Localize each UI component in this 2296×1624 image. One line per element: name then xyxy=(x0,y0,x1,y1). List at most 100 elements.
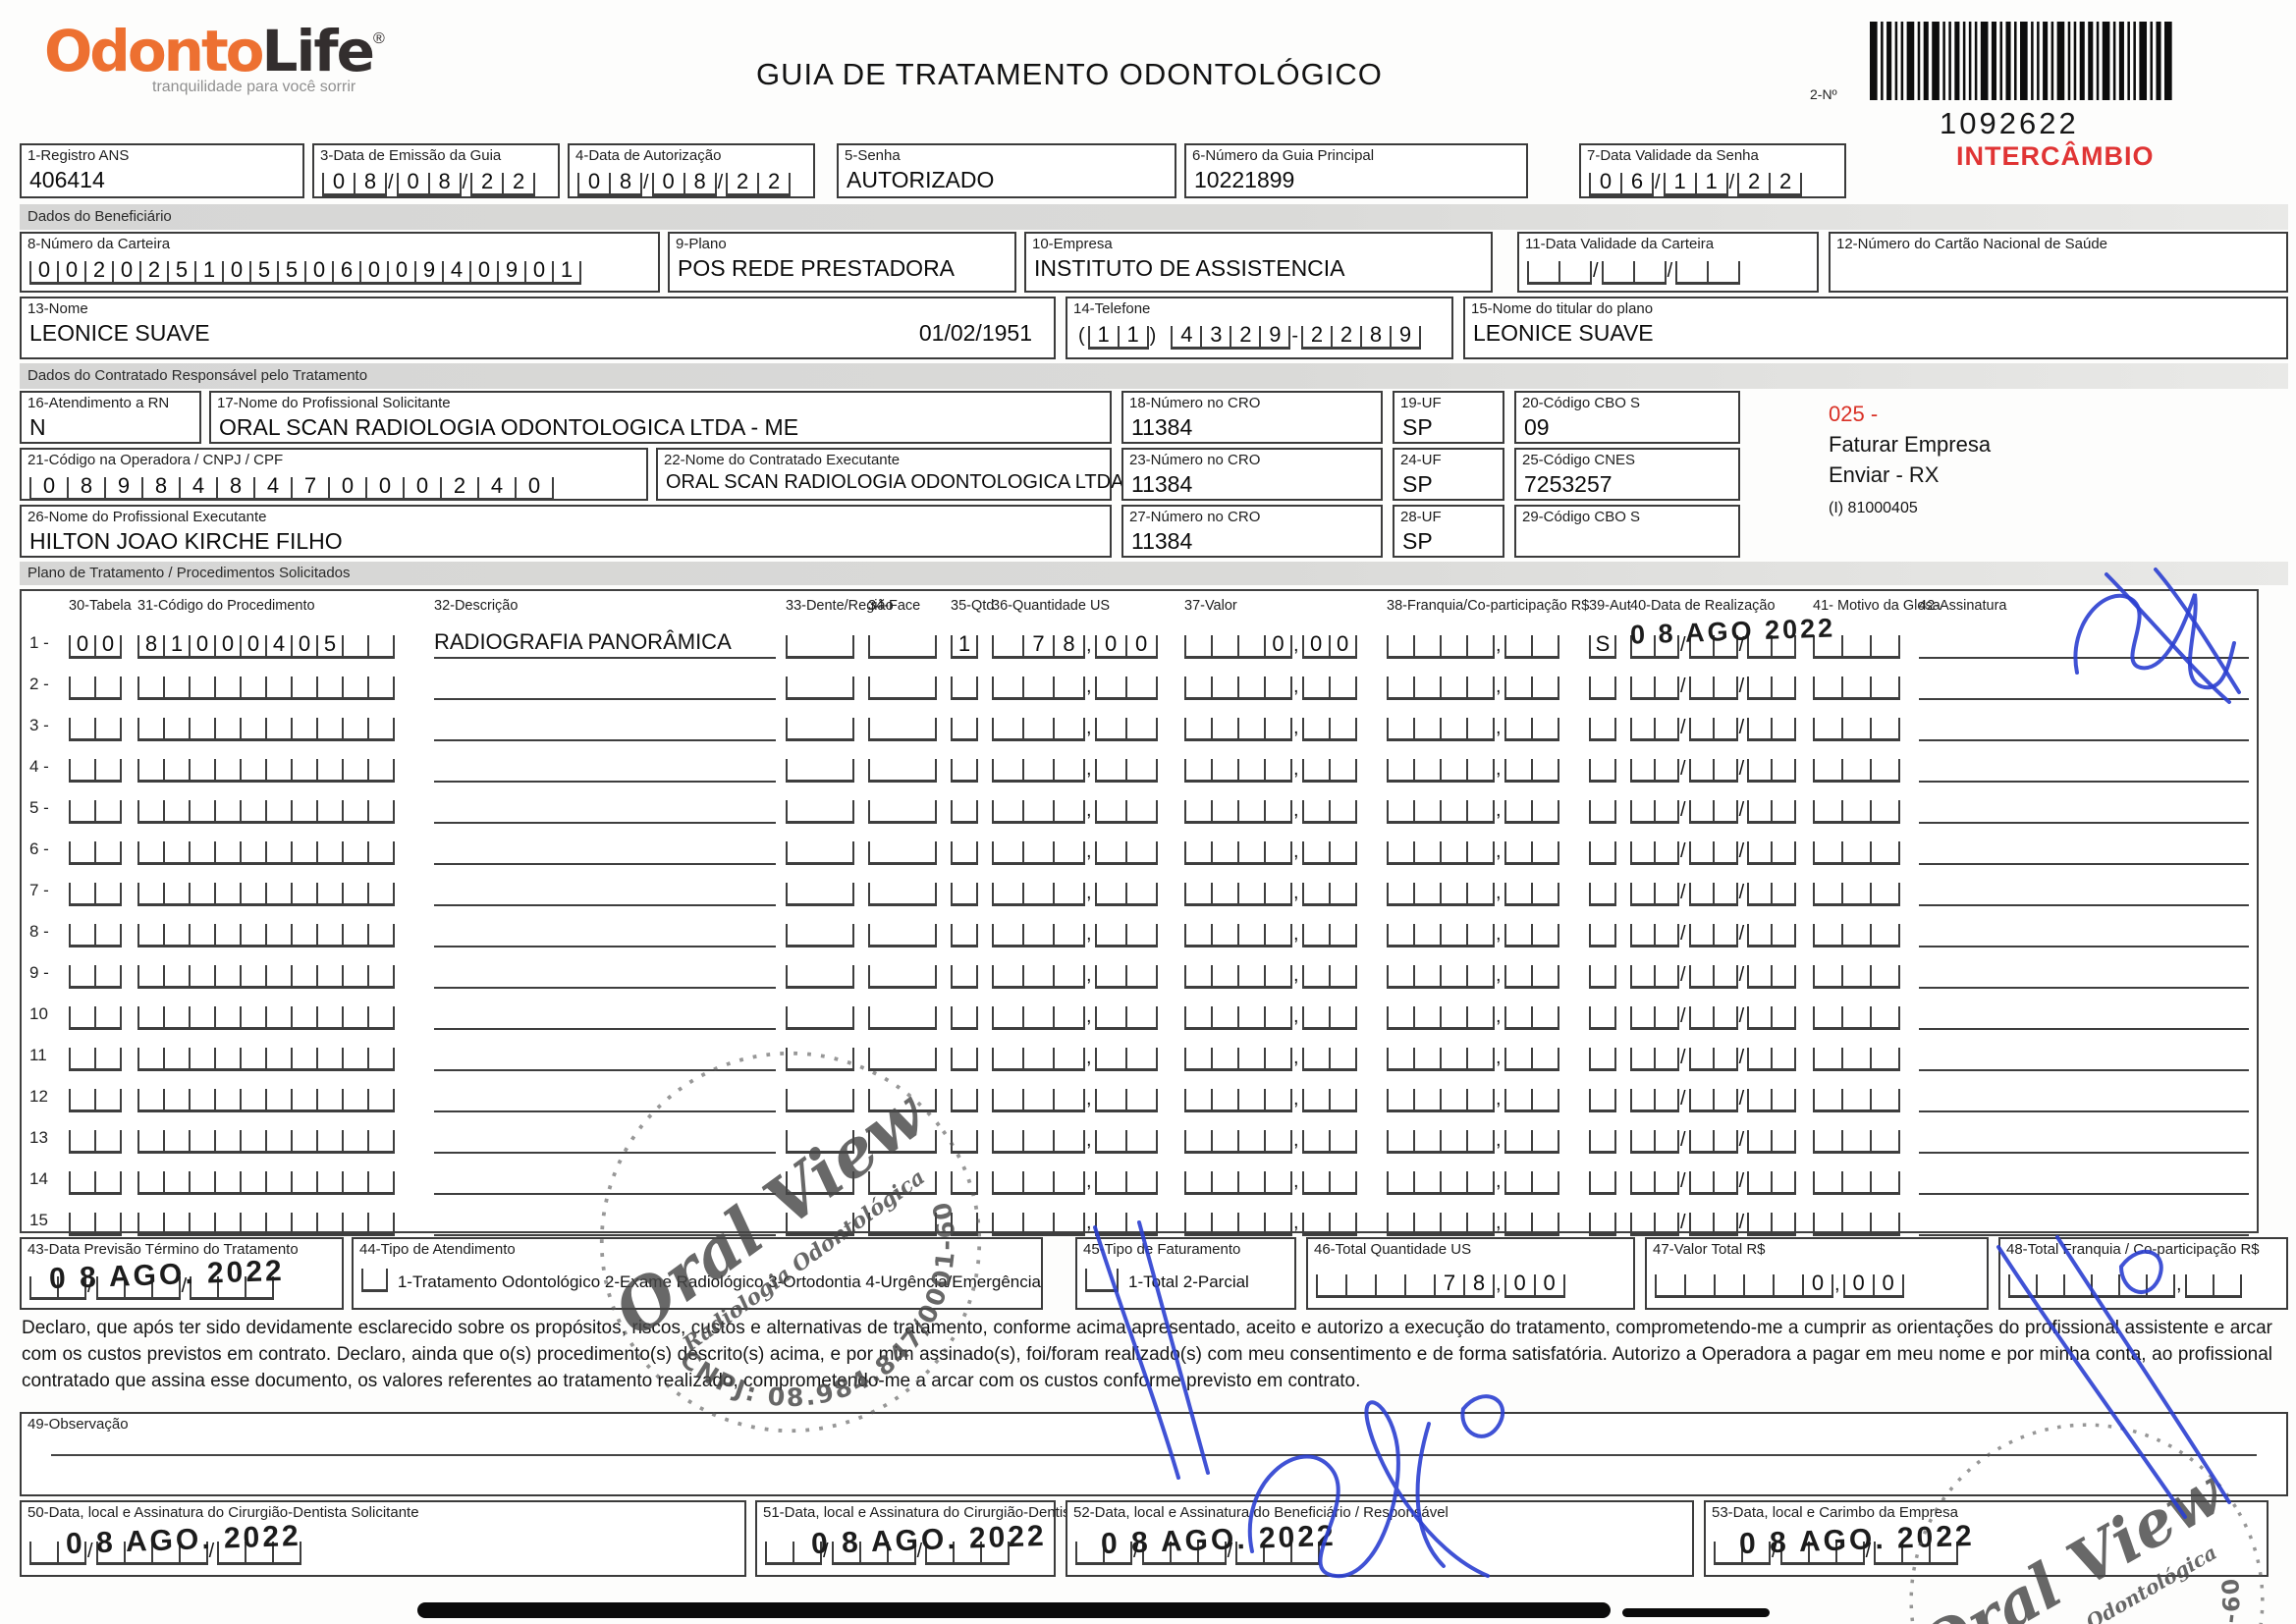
comb-aut xyxy=(1589,1207,1620,1236)
comb-tabela xyxy=(69,959,128,989)
col-aut: 39-Aut xyxy=(1589,598,1631,614)
comb-data-realizacao: / / xyxy=(1630,1042,1803,1071)
comb-data-51: / / xyxy=(765,1536,1011,1565)
comb-data-realizacao: / / xyxy=(1630,836,1803,865)
col-franquia: 38-Franquia/Co-participação R$ xyxy=(1387,598,1590,614)
row-number: 2 - xyxy=(29,675,49,693)
comb-validade-senha: 0 6/1 1/2 2 xyxy=(1589,167,1803,196)
assinatura-line xyxy=(1919,671,2249,700)
comb-quantidade-us: , xyxy=(992,959,1175,989)
comb-data-realizacao: / / xyxy=(1630,753,1803,783)
comb-aut xyxy=(1589,1124,1620,1154)
barcode xyxy=(1870,22,2172,100)
comb-previsao-termino: / / xyxy=(29,1271,275,1300)
comb-data-emissao: 0 8/0 8/2 2 xyxy=(322,167,536,196)
comb-data-realizacao: / / xyxy=(1630,671,1803,700)
row-number: 13 xyxy=(29,1128,48,1147)
comb-qtd xyxy=(951,753,982,783)
comb-dente-regiao xyxy=(786,1124,858,1154)
field-titular-plano: 15-Nome do titular do plano LEONICE SUAV… xyxy=(1463,297,2288,359)
field-label: 9-Plano xyxy=(676,236,727,252)
comb-motivo-glosa xyxy=(1813,877,1909,906)
table-row: 4 - , , , / / xyxy=(22,741,2257,783)
field-assinatura-solicitante: 50-Data, local e Assinatura do Cirurgião… xyxy=(20,1500,746,1577)
comb-quantidade-us: , xyxy=(992,794,1175,824)
assinatura-line xyxy=(1919,959,2249,989)
field-label: 22-Nome do Contratado Executante xyxy=(664,452,901,468)
field-atendimento-rn: 16-Atendimento a RN N xyxy=(20,391,201,444)
comb-aut xyxy=(1589,794,1620,824)
field-value: SP xyxy=(1402,470,1433,497)
row-number: 12 xyxy=(29,1087,48,1106)
logo-tagline: tranquilidade para você sorrir xyxy=(152,79,356,95)
comb-tabela xyxy=(69,1001,128,1030)
comb-data-autorizacao: 0 8/0 8/2 2 xyxy=(577,167,792,196)
billing-note-3: (I) 81000405 xyxy=(1829,500,1918,516)
field-value: SP xyxy=(1402,413,1433,440)
field-label: 28-UF xyxy=(1400,509,1442,525)
round-stamp-oral-view-bottom: Oral View Radiologia Odontológica CNPJ: … xyxy=(1905,1423,2295,1624)
field-value: 11384 xyxy=(1131,527,1193,554)
field-telefone: 14-Telefone (1 1) 4 3 2 9-2 2 8 9 xyxy=(1066,297,1453,359)
comb-franquia: , xyxy=(1387,959,1579,989)
table-row: 10 , , , / / xyxy=(22,989,2257,1030)
field-label: 16-Atendimento a RN xyxy=(27,395,170,411)
comb-tabela xyxy=(69,712,128,741)
table-row: 13 , , , / / xyxy=(22,1112,2257,1154)
comb-total-franquia: , xyxy=(2008,1269,2242,1298)
assinatura-line xyxy=(1919,794,2249,824)
field-label: 19-UF xyxy=(1400,395,1442,411)
comb-franquia: , xyxy=(1387,753,1579,783)
comb-codigo-procedimento xyxy=(137,671,424,700)
comb-data-realizacao: / / xyxy=(1630,959,1803,989)
field-label: 4-Data de Autorização xyxy=(575,147,722,164)
field-cbo-profissional: 29-Código CBO S xyxy=(1514,505,1740,558)
odontolife-logo: OdontoLife® tranquilidade para você sorr… xyxy=(44,18,385,96)
assinatura-line xyxy=(1919,1001,2249,1030)
table-row: 5 - , , , / / xyxy=(22,783,2257,824)
comb-qtd xyxy=(951,1001,982,1030)
signature-beneficiario xyxy=(1247,1394,1505,1579)
field-uf-solicitante: 19-UF SP xyxy=(1393,391,1504,444)
field-value xyxy=(1831,253,2286,255)
comb-face xyxy=(868,712,941,741)
row-number: 8 - xyxy=(29,922,49,941)
field-value: 09 xyxy=(1524,413,1550,440)
field-value: POS REDE PRESTADORA xyxy=(678,254,956,281)
comb-qtd xyxy=(951,794,982,824)
round-stamp-oral-view-center: Oral View Radiologia Odontológica CNPJ: … xyxy=(599,1051,1019,1478)
comb-face xyxy=(868,794,941,824)
comb-data-realizacao: / / xyxy=(1630,629,1803,659)
billing-code: 025 - xyxy=(1829,402,1879,426)
page-title: GUIA DE TRATAMENTO ODONTOLÓGICO xyxy=(756,57,1383,91)
field-uf-executante: 24-UF SP xyxy=(1393,448,1504,501)
tipo-atendimento-options: 1-Tratamento Odontológico 2-Exame Radiol… xyxy=(397,1272,1041,1291)
comb-codigo-procedimento xyxy=(137,918,424,947)
assinatura-line xyxy=(1919,1207,2249,1236)
comb-valor: , xyxy=(1184,1124,1377,1154)
comb-face xyxy=(868,671,941,700)
comb-valor: , xyxy=(1184,671,1377,700)
row-number: 4 - xyxy=(29,757,49,776)
comb-data-realizacao: / / xyxy=(1630,1165,1803,1195)
date-stamp-51: 0 8 AGO. 2022 xyxy=(810,1519,1048,1561)
field-data-emissao: 3-Data de Emissão da Guia 0 8/0 8/2 2 xyxy=(312,143,560,198)
comb-tabela xyxy=(69,836,128,865)
field-validade-carteira: 11-Data Validade da Carteira / / xyxy=(1517,232,1819,293)
section-beneficiario: Dados do Beneficiário xyxy=(20,204,2288,230)
comb-qtd xyxy=(951,1042,982,1071)
field-value: 11384 xyxy=(1131,470,1193,497)
comb-data-realizacao: / / xyxy=(1630,794,1803,824)
comb-franquia: , xyxy=(1387,1042,1579,1071)
comb-motivo-glosa xyxy=(1813,1207,1909,1236)
comb-motivo-glosa xyxy=(1813,959,1909,989)
comb-codigo-procedimento xyxy=(137,1083,424,1112)
comb-tabela xyxy=(69,753,128,783)
comb-aut xyxy=(1589,959,1620,989)
field-profissional-executante: 26-Nome do Profissional Executante HILTO… xyxy=(20,505,1112,558)
scan-edge-artifact-2 xyxy=(1622,1608,1770,1617)
